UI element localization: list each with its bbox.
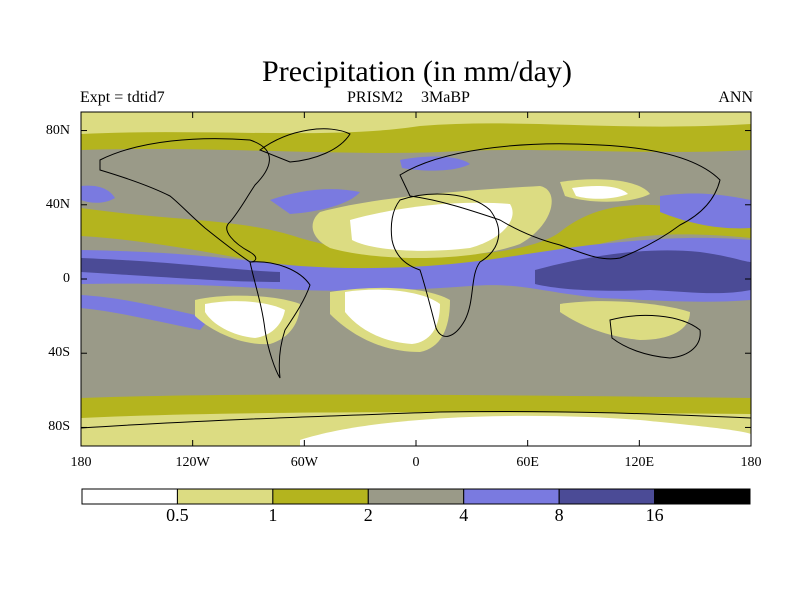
colorbar-level-label: 0.5	[166, 505, 189, 525]
nh-subtropics-band	[81, 204, 751, 282]
map-fields	[81, 112, 751, 446]
colorbar-swatch	[558, 488, 656, 505]
antarctic-desert	[300, 415, 751, 446]
australia-dry	[560, 301, 690, 340]
colorbar-swatch	[463, 488, 560, 505]
n-pacific-storm-track-e	[660, 193, 751, 229]
lat-tick-label: 80N	[45, 122, 70, 138]
pacific-itcz-core	[81, 258, 280, 282]
figure-title: Precipitation (in mm/day)	[262, 55, 572, 88]
greenland	[258, 128, 351, 163]
colorbar-level-label: 16	[645, 505, 664, 525]
arctic-band-2	[81, 123, 751, 153]
colorbar-swatch	[272, 488, 369, 505]
colorbar-level-label: 1	[268, 505, 278, 525]
antarctica	[81, 410, 751, 429]
colorbar-swatch	[176, 488, 274, 505]
map-ticks	[80, 112, 752, 446]
lon-tick-label: 180	[740, 455, 762, 470]
north-america	[99, 138, 270, 263]
colorbar-level-label: 2	[363, 505, 373, 525]
lon-tick-label: 60E	[516, 455, 539, 470]
africa	[390, 193, 500, 337]
gobi-desert	[572, 186, 628, 199]
lon-tick-label: 180	[70, 455, 92, 470]
s-atlantic-desert	[345, 289, 440, 344]
colorbar-swatch	[81, 488, 178, 505]
n-atlantic-storm-track	[270, 189, 360, 214]
colorbar-level-label: 4	[459, 505, 469, 525]
south-america	[249, 261, 311, 379]
lat-tick-label: 40S	[48, 345, 70, 361]
warm-pool-core	[535, 250, 751, 294]
lat-tick-label: 0	[63, 271, 70, 286]
coastlines	[81, 128, 751, 429]
lon-tick-label: 120W	[175, 455, 210, 470]
lat-tick-label: 40N	[45, 196, 70, 212]
norwegian-sea-wet	[400, 156, 470, 171]
colorbar-swatch	[367, 488, 465, 505]
colorbar-level-label: 8	[554, 505, 564, 525]
lon-tick-label: 0	[412, 455, 420, 470]
experiment-label: Expt = tdtid7	[80, 89, 165, 106]
scenario-label-group: PRISM2 3MaBP	[347, 88, 488, 108]
season-label: ANN	[718, 89, 753, 106]
south-pacific-wet	[81, 295, 210, 330]
eurasia	[399, 143, 721, 260]
lat-tick-label: 80S	[48, 419, 70, 435]
sahara-desert	[350, 202, 513, 251]
period-label: 3MaBP	[421, 89, 470, 106]
lon-tick-label: 120E	[624, 455, 655, 470]
scenario-label: PRISM2	[347, 89, 404, 106]
colorbar	[81, 488, 751, 505]
australia	[609, 314, 701, 359]
lon-tick-label: 60W	[290, 455, 318, 470]
n-pacific-storm-track-w	[81, 185, 115, 203]
colorbar-swatch	[654, 488, 751, 505]
